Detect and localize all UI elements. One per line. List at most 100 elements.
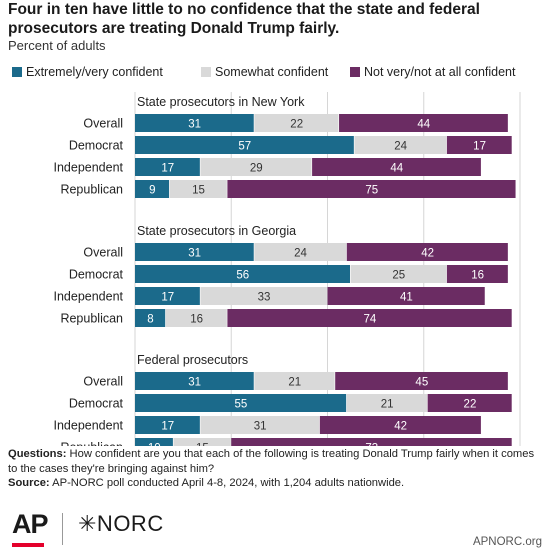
- data-label: 17: [161, 420, 174, 432]
- questions-text: How confident are you that each of the f…: [8, 448, 535, 475]
- data-label: 21: [381, 398, 394, 410]
- data-label: 55: [234, 398, 247, 410]
- source-label: Source:: [8, 477, 50, 489]
- logo-divider: [62, 513, 63, 545]
- data-label: 45: [415, 376, 428, 388]
- data-label: 21: [288, 376, 301, 388]
- legend-label-not-confident: Not very/not at all confident: [364, 65, 516, 79]
- data-label: 31: [254, 420, 267, 432]
- bar-segment: [335, 372, 508, 390]
- data-label: 15: [196, 442, 209, 446]
- questions-note: Questions: How confident are you that ea…: [8, 447, 544, 476]
- norc-logo: ✳NORC: [78, 511, 164, 536]
- bar-segment: [165, 309, 227, 327]
- data-label: 42: [394, 420, 407, 432]
- data-label: 44: [417, 118, 430, 130]
- bar-segment: [173, 438, 231, 446]
- bar-segment: [446, 265, 508, 283]
- data-label: 73: [365, 442, 378, 446]
- bar-segment: [169, 180, 227, 198]
- data-label: 31: [188, 118, 201, 130]
- data-label: 42: [421, 247, 434, 259]
- category-label: Independent: [53, 290, 123, 304]
- legend-item-not-confident: Not very/not at all confident: [350, 65, 515, 79]
- ap-logo: AP: [12, 509, 49, 539]
- source-note: Source: AP-NORC poll conducted April 4-8…: [8, 476, 544, 491]
- data-label: 33: [258, 291, 271, 303]
- data-label: 24: [294, 247, 307, 259]
- data-label: 15: [192, 184, 205, 196]
- data-label: 31: [188, 376, 201, 388]
- ap-logo-underline: [12, 543, 44, 547]
- bar-segment: [354, 136, 447, 154]
- bar-segment: [135, 309, 166, 327]
- panel-title: State prosecutors in Georgia: [137, 224, 296, 238]
- bar-segment: [254, 114, 339, 132]
- data-label: 10: [148, 442, 161, 446]
- data-label: 22: [290, 118, 303, 130]
- bar-segment: [135, 114, 254, 132]
- bar-segment: [135, 180, 170, 198]
- bar-segment: [135, 136, 354, 154]
- site-url: APNORC.org: [472, 536, 542, 548]
- data-label: 56: [236, 269, 249, 281]
- questions-label: Questions:: [8, 448, 67, 460]
- footer: AP ✳NORC APNORC.org: [0, 505, 550, 550]
- category-label: Independent: [53, 161, 123, 175]
- legend-label-somewhat: Somewhat confident: [215, 65, 329, 79]
- data-label: 44: [390, 162, 403, 174]
- legend-swatch-confident: [12, 67, 22, 77]
- chart-title: Four in ten have little to no confidence…: [8, 1, 480, 37]
- chart-subtitle: Percent of adults: [8, 38, 106, 53]
- legend-item-somewhat: Somewhat confident: [201, 65, 328, 79]
- legend-swatch-somewhat: [201, 67, 211, 77]
- data-label: 24: [394, 140, 407, 152]
- category-label: Overall: [83, 117, 123, 131]
- category-label: Democrat: [69, 268, 124, 282]
- data-label: 31: [188, 247, 201, 259]
- data-label: 16: [190, 313, 203, 325]
- data-label: 29: [250, 162, 263, 174]
- data-label: 74: [363, 313, 376, 325]
- category-label: Republican: [60, 312, 123, 326]
- panel-title: State prosecutors in New York: [137, 95, 305, 109]
- bar-segment: [200, 416, 320, 434]
- bar-segment: [200, 287, 327, 305]
- legend-item-confident: Extremely/very confident: [12, 65, 163, 79]
- bar-segment: [135, 243, 254, 261]
- bar-segment: [135, 265, 350, 283]
- data-label: 41: [400, 291, 413, 303]
- category-label: Republican: [60, 441, 123, 447]
- data-label: 17: [473, 140, 486, 152]
- bar-segment: [135, 287, 200, 305]
- bar-segment: [135, 438, 173, 446]
- bar-segment: [135, 158, 200, 176]
- data-label: 75: [365, 184, 378, 196]
- bar-segment: [350, 265, 447, 283]
- category-label: Democrat: [69, 139, 124, 153]
- stacked-bar-chart: State prosecutors in New York Overall 31 22…: [53, 92, 521, 447]
- legend-swatch-not-confident: [350, 67, 360, 77]
- data-label: 8: [147, 313, 153, 325]
- data-label: 22: [464, 398, 477, 410]
- data-label: 16: [471, 269, 484, 281]
- category-label: Republican: [60, 183, 123, 197]
- bar-segment: [135, 372, 254, 390]
- data-label: 17: [161, 291, 174, 303]
- bar-segment: [135, 416, 200, 434]
- bar-segment: [135, 394, 347, 412]
- data-label: 57: [238, 140, 251, 152]
- category-label: Democrat: [69, 397, 124, 411]
- bar-segment: [227, 309, 512, 327]
- bar-segment: [231, 438, 512, 446]
- bar-segment: [319, 416, 481, 434]
- panel-title: Federal prosecutors: [137, 353, 248, 367]
- category-label: Independent: [53, 419, 123, 433]
- data-label: 9: [149, 184, 155, 196]
- bar-segment: [254, 372, 335, 390]
- bar-segment: [200, 158, 312, 176]
- bar-segment: [346, 394, 427, 412]
- category-label: Overall: [83, 246, 123, 260]
- legend-label-confident: Extremely/very confident: [26, 65, 163, 79]
- bar-segment: [427, 394, 512, 412]
